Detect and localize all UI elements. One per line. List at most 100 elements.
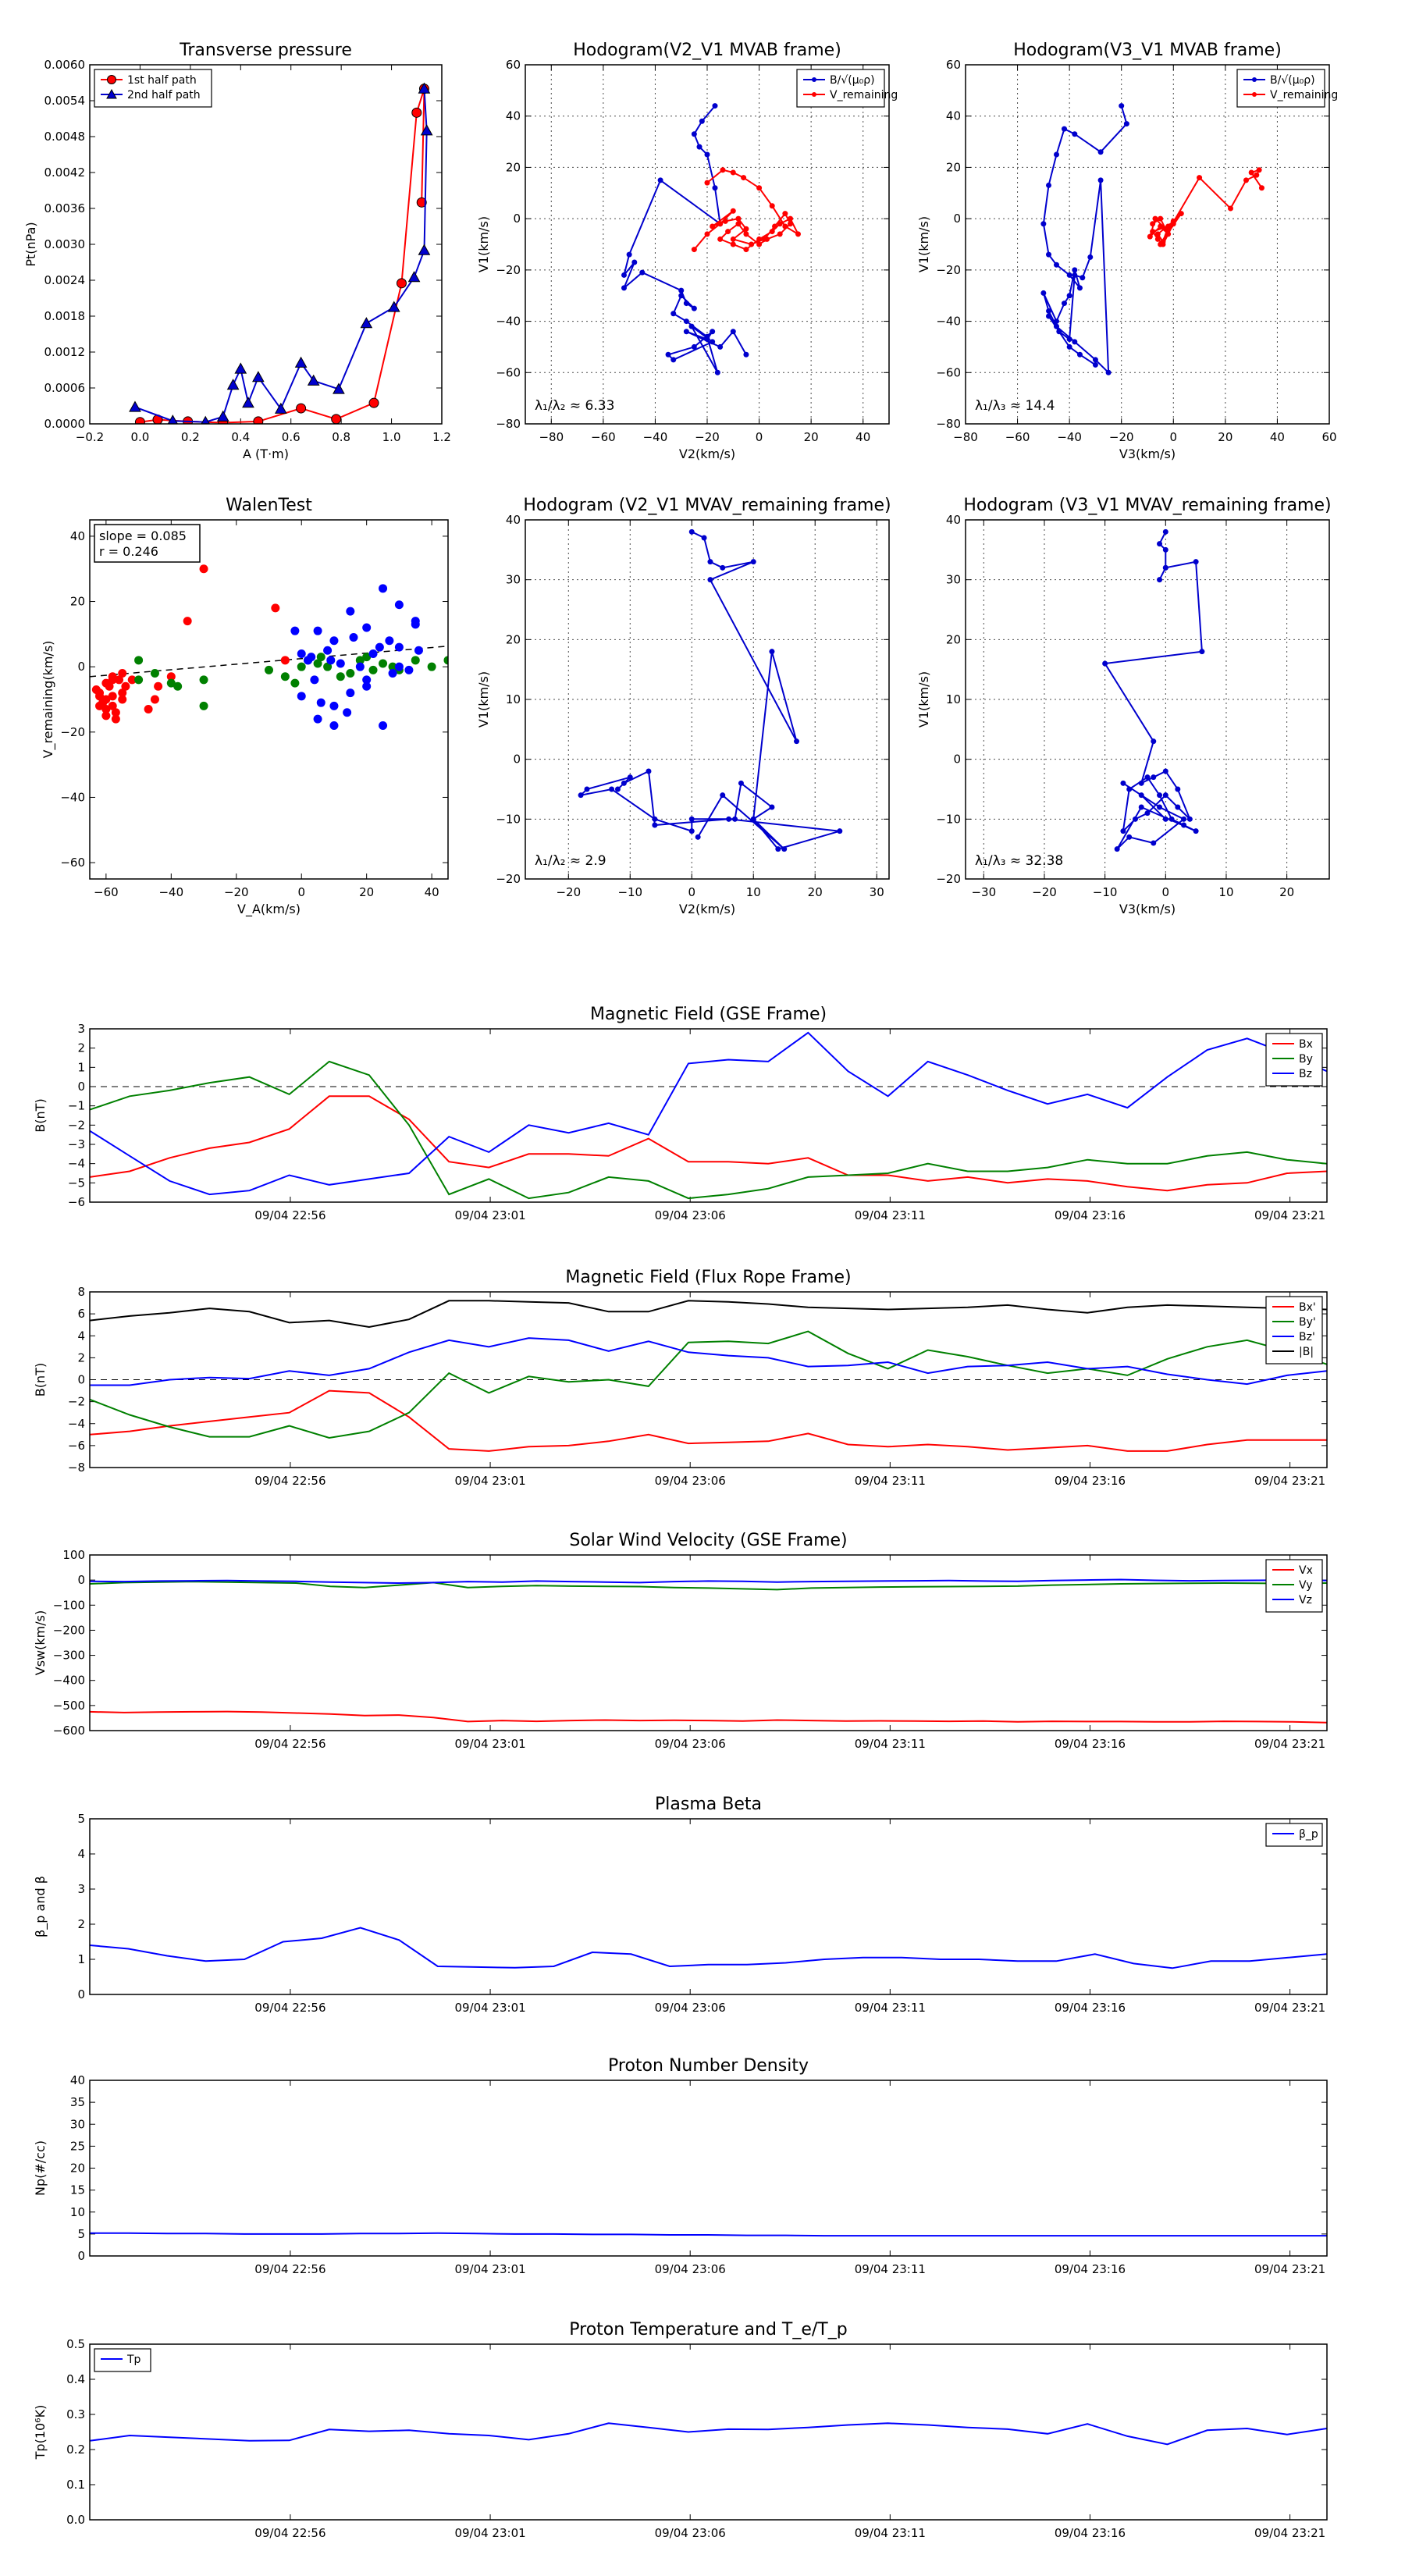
y-tick-label: 0.2 <box>66 2443 85 2457</box>
chart-title: Proton Temperature and T_e/T_p <box>569 2320 847 2339</box>
x-tick-label: 09/04 23:11 <box>855 2001 926 2015</box>
x-tick-label: 0.6 <box>282 430 301 444</box>
data-point <box>1056 329 1062 335</box>
x-tick-label: −60 <box>591 430 616 444</box>
data-point <box>331 414 342 424</box>
y-axis-label: Pt(nPa) <box>23 222 38 266</box>
data-point <box>1157 577 1163 583</box>
series-line-2 <box>90 1031 1327 1196</box>
series-line-1 <box>693 169 800 251</box>
x-tick-label: −40 <box>158 885 183 899</box>
x-tick-label: 0 <box>297 885 305 899</box>
y-tick-label: −20 <box>936 263 961 277</box>
data-point <box>115 675 124 685</box>
y-tick-label: 40 <box>946 109 961 123</box>
legend: Bx By Bz <box>1265 1033 1323 1087</box>
data-point <box>1150 229 1156 235</box>
data-point <box>670 357 677 363</box>
x-tick-label: 09/04 23:11 <box>855 1208 926 1222</box>
data-point <box>418 82 431 94</box>
data-point <box>1126 834 1133 840</box>
data-point <box>379 659 388 668</box>
data-point <box>788 221 794 227</box>
data-point <box>118 695 127 704</box>
plot-area <box>129 82 433 424</box>
data-point <box>743 231 749 237</box>
data-point <box>95 692 105 701</box>
data-point <box>1066 293 1072 299</box>
data-point <box>297 692 306 701</box>
data-point <box>712 103 718 109</box>
y-tick-label: 0 <box>77 2249 85 2263</box>
y-tick-label: −500 <box>53 1699 85 1713</box>
data-point <box>614 786 621 792</box>
y-tick-label: 20 <box>70 595 85 609</box>
data-point <box>735 221 742 227</box>
legend-label: V_remaining <box>830 89 898 101</box>
series-line-0 <box>140 88 425 424</box>
data-point <box>683 318 689 325</box>
series-line-0 <box>90 2232 1327 2237</box>
data-point <box>743 247 749 253</box>
data-point <box>411 656 420 665</box>
legend-label: By' <box>1299 1316 1316 1329</box>
x-axis-label: V_A(km/s) <box>237 902 301 917</box>
data-point <box>154 681 163 691</box>
y-tick-label: 40 <box>506 109 521 123</box>
x-tick-label: 20 <box>804 430 819 444</box>
y-tick-label: 1 <box>77 1952 85 1966</box>
x-tick-label: 09/04 23:01 <box>454 2001 525 2015</box>
annotation-line: r = 0.246 <box>99 544 158 559</box>
y-tick-label: 8 <box>77 1285 85 1299</box>
y-axis-label: V1(km/s) <box>916 671 931 728</box>
data-point <box>265 665 273 674</box>
data-point <box>772 223 778 229</box>
data-point <box>720 792 726 799</box>
data-point <box>743 226 749 232</box>
y-tick-label: 15 <box>70 2183 85 2197</box>
data-point <box>167 415 178 424</box>
ratio-annotation: λ₁/λ₃ ≈ 14.4 <box>975 398 1055 414</box>
data-point <box>670 311 677 317</box>
data-point <box>108 701 117 710</box>
data-point <box>730 208 736 214</box>
y-tick-label: 0 <box>77 1373 85 1387</box>
data-point <box>627 774 633 781</box>
data-point <box>781 846 788 852</box>
y-axis-label: V1(km/s) <box>916 216 931 272</box>
data-point <box>379 720 388 730</box>
y-tick-label: 0 <box>513 212 521 226</box>
data-point <box>1040 290 1047 296</box>
data-point <box>118 669 127 678</box>
data-point <box>1162 546 1168 553</box>
data-point <box>1097 149 1104 155</box>
chart-ts_np: Proton Number Density 0 5 10 15 20 25 30 35 40 09/… <box>33 2056 1328 2276</box>
chart-title: Hodogram (V3_V1 MVAV_remaining frame) <box>963 496 1331 515</box>
legend-label: Bz <box>1299 1068 1312 1080</box>
data-point <box>296 403 307 414</box>
data-point <box>388 662 397 671</box>
plot-area <box>1102 528 1205 852</box>
x-tick-label: 09/04 23:21 <box>1254 2001 1325 2015</box>
data-point <box>750 816 756 822</box>
data-point <box>1157 792 1163 799</box>
y-tick-label: −40 <box>496 315 521 329</box>
data-point <box>274 402 287 414</box>
legend-marker <box>107 75 116 84</box>
x-axis-label: V2(km/s) <box>679 447 735 461</box>
series-line-1 <box>134 88 428 423</box>
data-point <box>678 287 685 294</box>
data-point <box>416 197 427 208</box>
x-tick-label: 09/04 23:01 <box>454 1737 525 1751</box>
data-point <box>683 301 689 307</box>
legend-marker <box>812 77 816 82</box>
data-point <box>98 698 108 707</box>
data-point <box>343 708 352 717</box>
data-point <box>683 329 689 335</box>
chart-title: WalenTest <box>226 496 312 515</box>
annotation-box <box>94 524 201 563</box>
data-point <box>414 646 423 655</box>
legend-label: 2nd half path <box>127 89 201 101</box>
x-tick-label: 09/04 23:16 <box>1055 2001 1126 2015</box>
x-tick-label: 09/04 23:06 <box>655 1208 726 1222</box>
